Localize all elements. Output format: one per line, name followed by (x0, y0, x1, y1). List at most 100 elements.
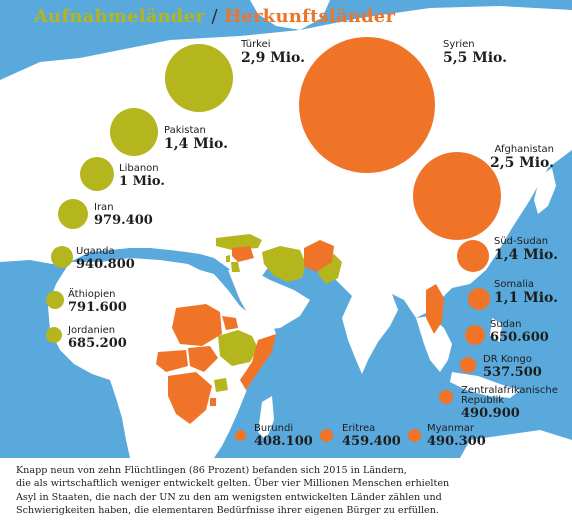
label-host-jordan: Jordanien 685.200 (68, 326, 127, 351)
land-greenland (250, 0, 330, 30)
title-separator: / (211, 6, 218, 27)
shape-lebanon (226, 255, 230, 262)
origin-name: DR Kongo (483, 354, 532, 365)
label-origin-somalia: Somalia 1,1 Mio. (494, 279, 559, 306)
origin-value: 1,4 Mio. (494, 247, 559, 263)
caption-line-2: die als wirtschaftlich weniger entwickel… (16, 478, 450, 490)
host-value: 1 Mio. (119, 174, 165, 189)
land-india (342, 294, 398, 374)
label-origin-dr-kongo: DR Kongo 537.500 (483, 354, 542, 380)
label-origin-south-sudan: Süd-Sudan 1,4 Mio. (494, 236, 559, 263)
origin-name: Süd-Sudan (494, 236, 549, 247)
shape-dr-congo (168, 372, 212, 424)
label-origin-afghanistan: Afghanistan 2,5 Mio. (489, 144, 554, 171)
caption-line-3: Asyl in Staaten, die nach der UN zu den … (16, 491, 442, 503)
caption-box: Knapp neun von zehn Flüchtlingen (86 Pro… (0, 458, 572, 523)
origin-name: Eritrea (342, 423, 376, 434)
land-australia (460, 430, 572, 458)
bubble-host-iran (58, 199, 88, 229)
label-host-pakistan: Pakistan 1,4 Mio. (164, 125, 229, 152)
land-madagascar (258, 396, 274, 440)
shape-afghanistan (304, 240, 334, 272)
origin-name: Burundi (254, 423, 294, 434)
origin-value: 490.900 (461, 406, 520, 421)
origin-name: Afghanistan (494, 144, 554, 155)
origin-name: Somalia (494, 279, 535, 290)
label-host-lebanon: Libanon 1 Mio. (119, 163, 165, 189)
bubble-host-pakistan (110, 108, 158, 156)
bubble-host-jordan (46, 327, 62, 343)
land-philippines (490, 318, 502, 342)
caption-line-4: Schwierigkeiten haben, die elementaren B… (16, 504, 439, 516)
caption-line-1: Knapp neun von zehn Flüchtlingen (86 Pro… (16, 465, 407, 476)
shape-uganda (214, 378, 228, 392)
bubble-origin-sudan (465, 325, 485, 345)
shape-syria (232, 246, 254, 262)
shape-jordan (231, 262, 240, 272)
label-origin-sudan: Sudan 650.600 (490, 319, 549, 345)
bubble-host-turkey (165, 44, 233, 112)
host-value: 979.400 (94, 213, 153, 228)
origin-name: Sudan (490, 319, 522, 330)
land-japan (534, 168, 556, 214)
bubble-origin-afghanistan (413, 152, 501, 240)
host-value: 791.600 (68, 300, 127, 315)
shape-iran (262, 246, 306, 282)
bubble-origin-south-sudan (457, 240, 489, 272)
shape-somalia (240, 334, 276, 390)
shape-car (156, 350, 188, 372)
host-name: Türkei (241, 39, 271, 50)
bubble-origin-eritrea (320, 429, 333, 442)
label-host-turkey: Türkei 2,9 Mio. (241, 39, 305, 66)
bubble-host-ethiopia (46, 291, 64, 309)
origin-value: 650.600 (490, 330, 549, 345)
label-origin-burundi: Burundi 408.100 (254, 423, 313, 449)
bubble-origin-syria (299, 37, 435, 173)
shape-burundi (210, 398, 216, 406)
origin-value: 537.500 (483, 365, 542, 380)
origin-value: 2,5 Mio. (489, 155, 554, 171)
bubble-host-lebanon (80, 157, 114, 191)
label-origin-syria: Syrien 5,5 Mio. (443, 39, 508, 66)
bubble-origin-myanmar (408, 429, 421, 442)
land-indochina (416, 316, 452, 372)
shape-sudan (172, 304, 222, 346)
map-title: Aufnahmeländer / Herkunftsländer (34, 6, 395, 27)
bubble-origin-car (439, 390, 453, 404)
title-host-label: Aufnahmeländer (34, 6, 206, 27)
shape-south-sudan (188, 346, 218, 372)
host-value: 685.200 (68, 336, 127, 351)
host-value: 940.800 (76, 257, 135, 272)
origin-value: 459.400 (342, 434, 401, 449)
label-host-iran: Iran 979.400 (94, 203, 153, 228)
host-country-shapes (214, 234, 342, 392)
land-arabia (228, 270, 310, 330)
origin-value: 408.100 (254, 434, 313, 449)
origin-name: Syrien (443, 39, 475, 50)
origin-name-line2: Republik (461, 395, 505, 406)
land-indonesia (450, 372, 520, 398)
origin-value: 1,1 Mio. (494, 290, 559, 306)
bubble-host-uganda (51, 246, 73, 268)
label-host-ethiopia: Äthiopien 791.600 (68, 289, 127, 315)
label-origin-car: Zentralafrikanische Republik 490.900 (461, 385, 558, 421)
shape-turkey (216, 234, 262, 250)
origin-value: 5,5 Mio. (443, 50, 508, 66)
host-name: Pakistan (164, 125, 206, 136)
host-name: Äthiopien (68, 289, 116, 300)
label-origin-eritrea: Eritrea 459.400 (342, 423, 401, 449)
bubble-origin-somalia (468, 288, 490, 310)
host-name: Libanon (119, 163, 159, 174)
title-origin-label: Herkunftsländer (224, 6, 396, 27)
bubble-origin-burundi (235, 430, 246, 441)
label-host-uganda: Uganda 940.800 (76, 247, 135, 272)
origin-country-shapes (156, 240, 444, 424)
label-origin-myanmar: Myanmar 490.300 (427, 423, 486, 449)
shape-myanmar (426, 284, 444, 334)
origin-value: 490.300 (427, 434, 486, 449)
origin-name: Myanmar (427, 423, 474, 434)
host-value: 1,4 Mio. (164, 136, 229, 152)
caption-text: Knapp neun von zehn Flüchtlingen (86 Pro… (0, 458, 572, 517)
origin-name-line1: Zentralafrikanische (461, 385, 558, 396)
